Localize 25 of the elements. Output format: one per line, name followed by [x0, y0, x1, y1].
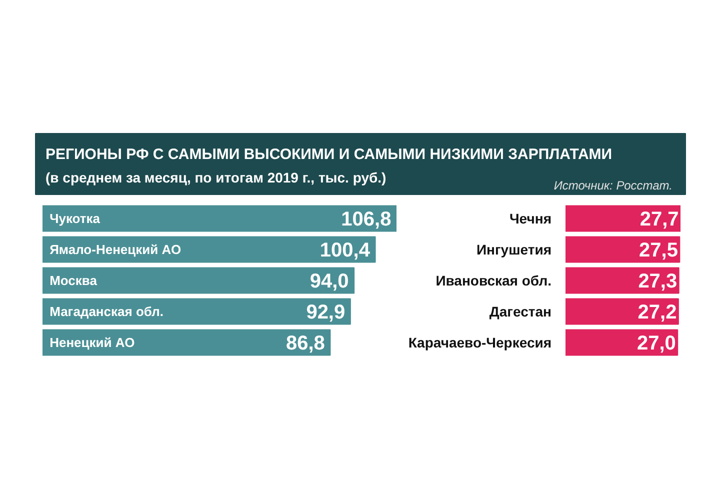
y-tick-label: Дагестан — [489, 303, 552, 320]
y-tick-label: Ингушетия — [476, 241, 552, 258]
y-tick-label: Ивановская обл. — [436, 272, 552, 288]
data-label: 100,4 — [320, 239, 371, 262]
chart-title: РЕГИОНЫ РФ С САМЫМИ ВЫСОКИМИ И САМЫМИ НИЗКИМИ ЗАРПЛАТАМИ — [46, 146, 612, 163]
bar — [42, 267, 355, 294]
bar — [42, 205, 396, 232]
category-label: Москва — [50, 272, 97, 288]
data-label: 27,0 — [636, 332, 676, 354]
data-label: 94,0 — [310, 270, 349, 292]
category-label: Ямало-Ненецкий АО — [50, 242, 182, 257]
y-tick-label: Чечня — [509, 210, 552, 226]
data-label: 27,7 — [640, 208, 679, 230]
data-label: 106,8 — [341, 208, 392, 230]
category-label: Ненецкий АО — [50, 334, 135, 350]
data-label: 86,8 — [286, 332, 325, 354]
chart-subtitle: (в среднем за месяц, по итогам 2019 г., тыс. руб.) — [46, 170, 386, 186]
data-label: 27,2 — [638, 301, 677, 324]
data-label: 27,5 — [639, 239, 678, 262]
category-label: Чукотка — [50, 210, 100, 226]
data-label: 27,3 — [638, 270, 678, 292]
category-label: Магаданская обл. — [50, 304, 164, 319]
y-tick-label: Карачаево-Черкесия — [408, 334, 552, 350]
data-label: 92,9 — [306, 301, 346, 324]
text: Источник: Росстат. — [554, 178, 673, 192]
